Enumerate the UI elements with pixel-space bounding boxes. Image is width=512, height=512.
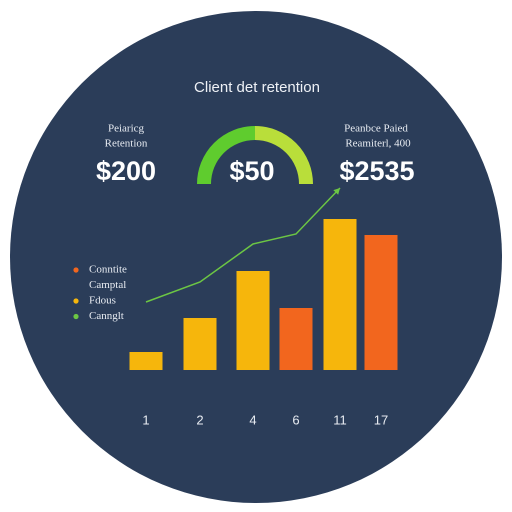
bar (279, 308, 313, 370)
chart-title: Client det retention (194, 79, 320, 96)
kpi-value: $2535 (339, 156, 414, 186)
bar (364, 235, 398, 370)
bar (183, 318, 217, 370)
kpi-sublabel: Reamiterl, 400 (345, 138, 411, 150)
bar (323, 219, 357, 370)
gauge-arc (197, 126, 256, 185)
legend-label: Fdous (89, 295, 116, 307)
kpi-label: Peiaricg (108, 123, 145, 135)
legend-marker (73, 267, 79, 273)
legend-label: Conntite (89, 264, 127, 276)
legend-label: Camptal (89, 279, 126, 291)
bar (129, 352, 163, 370)
x-tick-label: 6 (292, 412, 299, 427)
background-circle (10, 11, 502, 503)
kpi-value: $50 (229, 156, 274, 186)
x-tick-label: 17 (374, 412, 388, 427)
trend-line (145, 187, 341, 303)
x-tick-label: 2 (196, 412, 203, 427)
gauge-arc (254, 126, 313, 185)
x-tick-label: 1 (142, 412, 149, 427)
arrow-head (333, 188, 340, 195)
legend-marker (73, 313, 79, 320)
kpi-value: $200 (96, 156, 156, 186)
kpi-label: Peanbce Paied (344, 123, 408, 135)
bar (236, 271, 270, 370)
x-tick-label: 4 (249, 412, 256, 427)
kpi-sublabel: Retention (105, 138, 148, 150)
legend-marker (73, 298, 79, 304)
legend-label: Cannglt (89, 310, 124, 322)
x-tick-label: 11 (333, 412, 347, 427)
